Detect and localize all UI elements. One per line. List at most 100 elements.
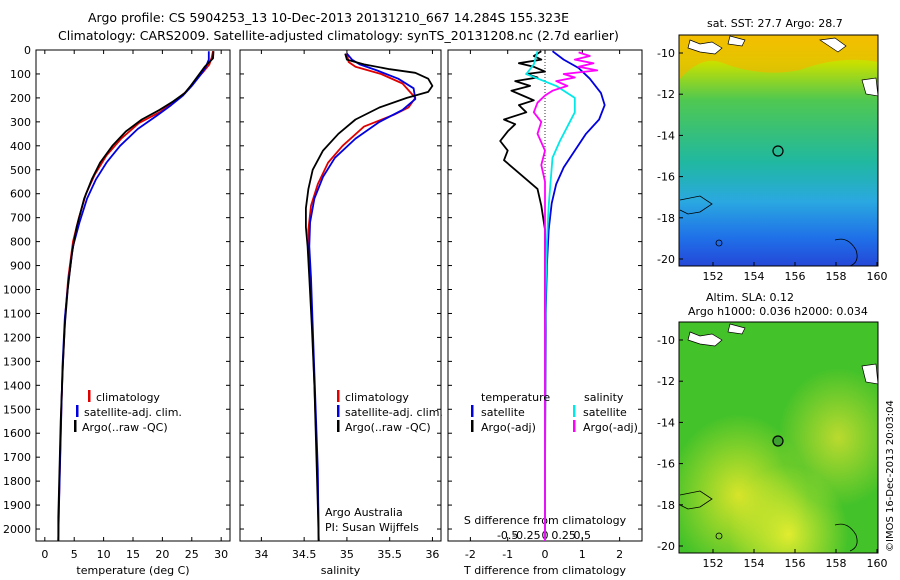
map-y-tick-label: -20 — [657, 253, 675, 266]
y-tick-label: 1500 — [3, 403, 31, 416]
map-x-tick-label: 154 — [744, 270, 765, 283]
legend-label: climatology — [345, 391, 409, 404]
map-y-tick-label: -10 — [657, 47, 675, 60]
argo-location-marker — [772, 435, 784, 447]
x-tick-label: 25 — [185, 548, 199, 561]
sst-map: sat. SST: 27.7 Argo: 28.7 -10-12-14-16-1… — [657, 17, 887, 283]
x-tick-label: 35.5 — [377, 548, 402, 561]
legend-swatch-satellite — [337, 405, 340, 417]
legend-label: satellite — [583, 406, 627, 419]
legend-title: temperature — [481, 391, 550, 404]
contour-line — [834, 238, 858, 267]
map-x-tick-label: 160 — [867, 270, 888, 283]
x-tick-label: 30 — [214, 548, 228, 561]
temperature-legend: climatology satellite-adj. clim. Argo(..… — [74, 390, 182, 434]
salinity-profile-chart: 34 34.5 35 35.5 36 salinity — [239, 49, 442, 577]
map-y-tick-label: -12 — [657, 375, 675, 388]
coastline-island — [727, 323, 746, 335]
y-tick-label: 1700 — [3, 451, 31, 464]
map-y-tick-label: -12 — [657, 88, 675, 101]
map-x-tick-label: 152 — [703, 270, 724, 283]
map-x-tick-label: 154 — [744, 557, 765, 570]
legend-swatch-t-argo — [471, 420, 474, 432]
series-line — [532, 51, 599, 541]
x-tick-label-secondary: -0.25 — [512, 529, 540, 542]
salinity-legend: climatology satellite-adj. clim. Argo(..… — [325, 390, 443, 534]
header-line1: Argo profile: CS 5904253_13 10-Dec-2013 … — [88, 10, 569, 25]
argo-location-marker — [772, 145, 784, 157]
legend-swatch-s-satellite — [573, 405, 576, 417]
y-tick-label: 600 — [10, 188, 31, 201]
legend-swatch-climatology — [337, 390, 340, 402]
map-x-tick-label: 158 — [826, 270, 847, 283]
sla-map-title1: Altim. SLA: 0.12 — [706, 291, 794, 304]
map-y-tick-label: -20 — [657, 540, 675, 553]
y-tick-label: 0 — [24, 44, 31, 57]
x-tick-label: 15 — [126, 548, 140, 561]
y-tick-label: 200 — [10, 92, 31, 105]
legend-swatch-t-satellite — [471, 405, 474, 417]
x-axis-label: T difference from climatology — [463, 564, 626, 577]
x-tick-label: 34.5 — [292, 548, 317, 561]
map-x-tick-label: 156 — [785, 270, 806, 283]
difference-legend: temperature satellite Argo(-adj) salinit… — [471, 391, 638, 434]
legend-swatch-argo — [337, 420, 340, 432]
legend-label: satellite-adj. clim. — [345, 406, 443, 419]
x-tick-label: -2 — [465, 548, 476, 561]
series-line — [499, 50, 546, 541]
map-x-tick-label: 158 — [826, 557, 847, 570]
sla-map-axes: -10 -12 -14 -16 -18 -20 152 154 156 158 160 — [657, 334, 887, 570]
sst-map-axes: -10 -12 -14 -16 -18 -20 152 154 156 158 160 — [657, 47, 887, 283]
map-x-tick-label: 160 — [867, 557, 888, 570]
legend-swatch-climatology — [88, 390, 91, 402]
x-tick-label: 1 — [579, 548, 586, 561]
x-tick-label-secondary: 0.5 — [574, 529, 592, 542]
legend-label: Argo(-adj) — [481, 421, 536, 434]
x-tick-label: 5 — [71, 548, 78, 561]
annotation-line: Argo Australia — [325, 506, 403, 519]
coastline-island — [687, 331, 723, 347]
y-tick-label: 2000 — [3, 523, 31, 536]
map-x-tick-label: 156 — [785, 557, 806, 570]
coastline-island — [687, 39, 723, 55]
temperature-profile-chart: 0 5 10 15 20 25 300100200300400500600700800900… — [3, 44, 231, 577]
y-tick-label: 1800 — [3, 475, 31, 488]
legend-label: satellite — [481, 406, 525, 419]
x-tick-label: 10 — [97, 548, 111, 561]
y-tick-label: 1100 — [3, 307, 31, 320]
y-tick-label: 1300 — [3, 355, 31, 368]
y-tick-label: 700 — [10, 212, 31, 225]
x-tick-label: 36 — [425, 548, 439, 561]
legend-title: salinity — [584, 391, 624, 404]
map-y-tick-label: -16 — [657, 171, 675, 184]
plot-frame — [239, 49, 442, 542]
legend-swatch-argo — [74, 420, 77, 432]
sst-field — [679, 35, 878, 266]
y-tick-label: 500 — [10, 164, 31, 177]
map-y-tick-label: -18 — [657, 212, 675, 225]
header-line2: Climatology: CARS2009. Satellite-adjuste… — [58, 28, 619, 43]
x-tick-label: 35 — [340, 548, 354, 561]
legend-label: climatology — [96, 391, 160, 404]
x-tick-label-secondary: -0.5 — [497, 529, 518, 542]
y-tick-label: 1400 — [3, 379, 31, 392]
y-tick-label: 300 — [10, 116, 31, 129]
legend-swatch-s-argo — [573, 420, 576, 432]
x-tick-label: 0 — [542, 548, 549, 561]
legend-label: Argo(-adj) — [583, 421, 638, 434]
y-tick-label: 400 — [10, 140, 31, 153]
coastline-island — [819, 37, 847, 53]
x-tick-label: 0 — [41, 548, 48, 561]
map-y-tick-label: -18 — [657, 499, 675, 512]
y-tick-label: 1000 — [3, 284, 31, 297]
contour-line — [679, 195, 713, 215]
map-y-tick-label: -14 — [657, 129, 675, 142]
x-tick-label: 34 — [254, 548, 268, 561]
y-tick-label: 1900 — [3, 499, 31, 512]
legend-label: Argo(..raw -QC) — [82, 421, 168, 434]
x-axis-label: salinity — [321, 564, 361, 577]
y-tick-label: 1600 — [3, 427, 31, 440]
y-tick-label: 900 — [10, 260, 31, 273]
legend-label: satellite-adj. clim. — [84, 406, 182, 419]
map-y-tick-label: -14 — [657, 416, 675, 429]
